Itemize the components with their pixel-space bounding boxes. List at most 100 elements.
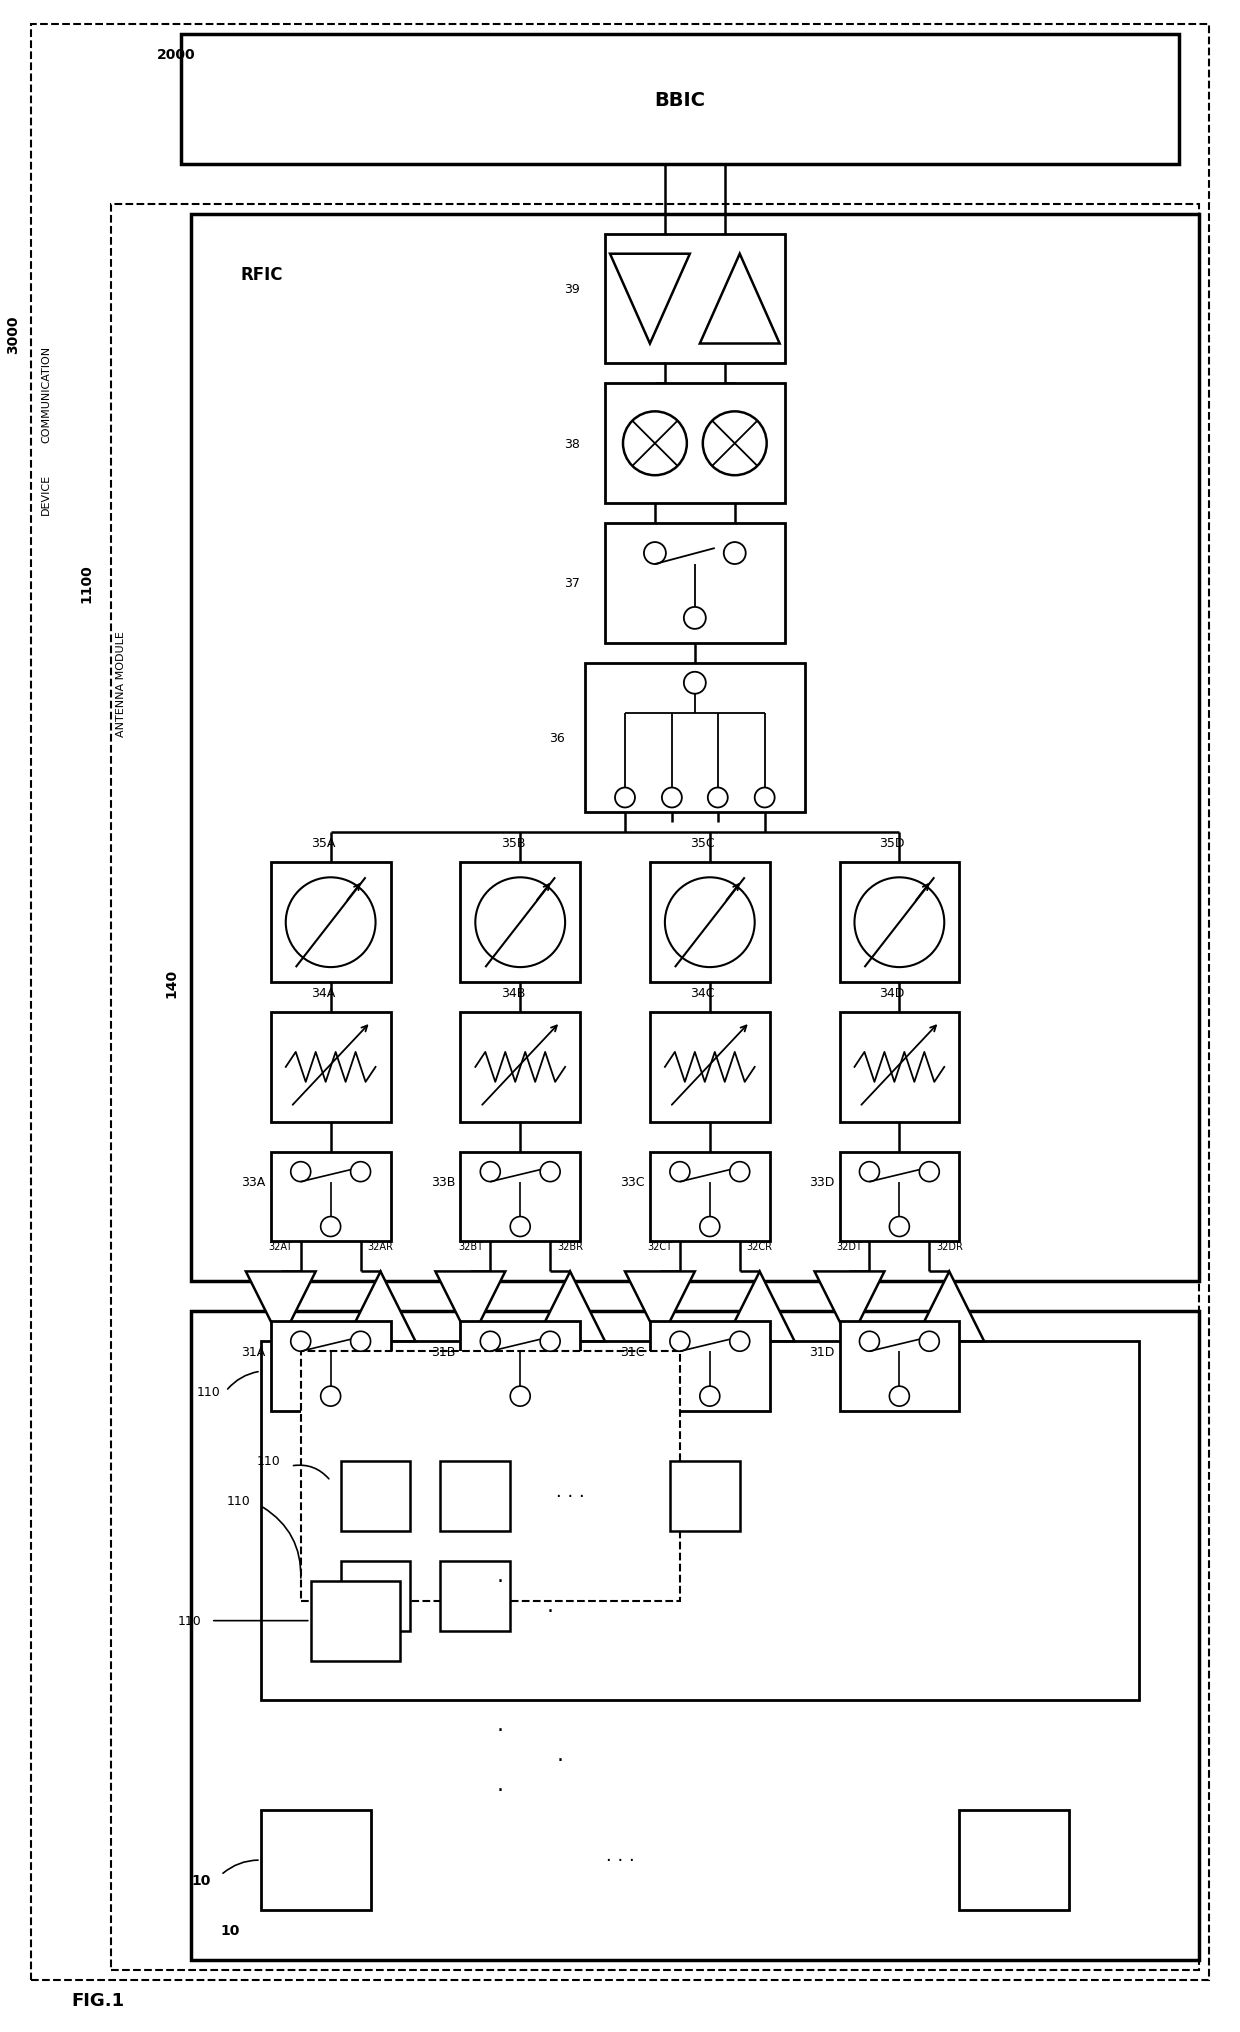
Bar	[460, 1321, 580, 1412]
Text: 34D: 34D	[879, 986, 904, 1000]
Bar	[650, 1152, 770, 1242]
Circle shape	[730, 1162, 750, 1183]
Bar	[460, 1012, 580, 1122]
Circle shape	[351, 1331, 371, 1351]
Circle shape	[889, 1386, 909, 1406]
Text: 33A: 33A	[242, 1177, 265, 1189]
Bar	[341, 1461, 410, 1530]
Bar	[181, 35, 1179, 165]
Polygon shape	[610, 254, 689, 343]
Circle shape	[510, 1217, 531, 1237]
Text: 110: 110	[227, 1496, 250, 1508]
Text: ·: ·	[497, 1780, 503, 1800]
Bar	[341, 1561, 410, 1632]
Bar	[270, 1012, 391, 1122]
Bar	[260, 1341, 1138, 1701]
Text: 110: 110	[177, 1613, 201, 1628]
Circle shape	[755, 788, 775, 809]
Bar	[839, 1152, 960, 1242]
Bar	[191, 1313, 1199, 1961]
Circle shape	[699, 1386, 719, 1406]
Circle shape	[859, 1331, 879, 1351]
Polygon shape	[625, 1272, 694, 1341]
Bar	[301, 1351, 680, 1601]
Bar	[331, 1361, 650, 1561]
Bar	[960, 1811, 1069, 1910]
Bar	[270, 1152, 391, 1242]
Bar	[650, 864, 770, 983]
Circle shape	[480, 1331, 500, 1351]
Text: 3000: 3000	[6, 315, 20, 354]
Polygon shape	[246, 1272, 316, 1341]
Circle shape	[854, 878, 945, 967]
Polygon shape	[724, 1272, 795, 1341]
Bar	[260, 1811, 371, 1910]
Text: 32DR: 32DR	[936, 1242, 962, 1252]
Polygon shape	[536, 1272, 605, 1341]
Bar	[460, 864, 580, 983]
Circle shape	[615, 788, 635, 809]
Circle shape	[859, 1162, 879, 1183]
Circle shape	[622, 412, 687, 475]
Text: ·: ·	[497, 1571, 503, 1591]
Bar	[839, 1012, 960, 1122]
Text: 2000: 2000	[156, 49, 196, 63]
Polygon shape	[346, 1272, 415, 1341]
Text: 32DT: 32DT	[837, 1242, 863, 1252]
Circle shape	[683, 608, 706, 630]
Bar	[839, 864, 960, 983]
Text: 36: 36	[549, 732, 565, 746]
Text: · · ·: · · ·	[556, 1487, 584, 1506]
Text: COMMUNICATION: COMMUNICATION	[41, 345, 51, 443]
Circle shape	[541, 1162, 560, 1183]
Text: 32AR: 32AR	[367, 1242, 393, 1252]
Text: 32CR: 32CR	[746, 1242, 773, 1252]
Bar	[605, 524, 785, 644]
Text: 31C: 31C	[620, 1345, 645, 1357]
Text: 37: 37	[564, 577, 580, 589]
Bar	[112, 205, 1199, 1969]
Text: 32BT: 32BT	[458, 1242, 482, 1252]
Circle shape	[724, 543, 745, 565]
Text: FIG.1: FIG.1	[71, 1991, 124, 2010]
Circle shape	[730, 1331, 750, 1351]
Text: 35B: 35B	[501, 837, 526, 849]
Text: 10: 10	[191, 1874, 211, 1888]
Circle shape	[475, 878, 565, 967]
Circle shape	[321, 1386, 341, 1406]
Text: 33B: 33B	[432, 1177, 455, 1189]
Text: 33D: 33D	[810, 1177, 835, 1189]
Bar	[650, 1321, 770, 1412]
Text: 32BR: 32BR	[557, 1242, 583, 1252]
Circle shape	[919, 1162, 939, 1183]
Circle shape	[683, 673, 706, 695]
Text: 31B: 31B	[432, 1345, 455, 1357]
Circle shape	[703, 412, 766, 475]
Text: ·: ·	[547, 1601, 553, 1622]
Circle shape	[662, 788, 682, 809]
Circle shape	[644, 543, 666, 565]
Circle shape	[670, 1331, 689, 1351]
Text: ·: ·	[557, 1750, 564, 1770]
Text: ·: ·	[497, 1721, 503, 1741]
Bar	[311, 1581, 401, 1660]
Text: 35D: 35D	[879, 837, 904, 849]
Text: ANTENNA MODULE: ANTENNA MODULE	[117, 630, 126, 736]
Circle shape	[285, 878, 376, 967]
Polygon shape	[699, 254, 780, 343]
Bar	[270, 1321, 391, 1412]
Bar	[605, 234, 785, 364]
Text: 33C: 33C	[620, 1177, 645, 1189]
Text: 34A: 34A	[311, 986, 336, 1000]
Text: 110: 110	[197, 1386, 221, 1398]
Bar	[839, 1321, 960, 1412]
Text: 110: 110	[257, 1455, 280, 1467]
Circle shape	[708, 788, 728, 809]
Circle shape	[919, 1331, 939, 1351]
Text: 38: 38	[564, 437, 580, 451]
Text: 31A: 31A	[242, 1345, 265, 1357]
Circle shape	[290, 1162, 311, 1183]
Polygon shape	[435, 1272, 505, 1341]
Text: 39: 39	[564, 282, 580, 297]
Text: 10: 10	[221, 1922, 241, 1936]
